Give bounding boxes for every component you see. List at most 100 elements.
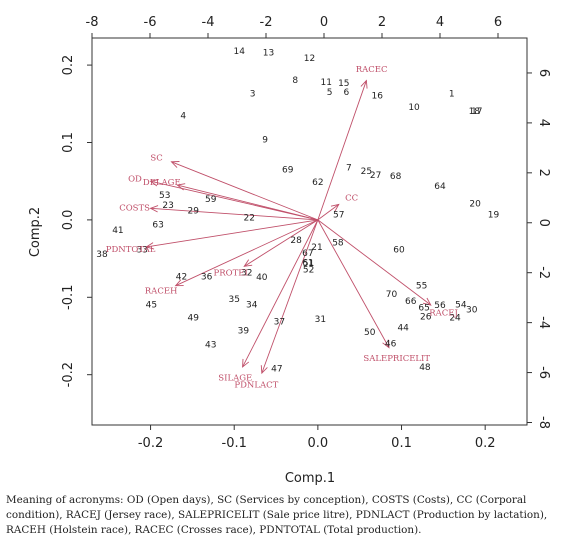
arrow-head bbox=[149, 179, 159, 187]
observation-label: 39 bbox=[238, 327, 250, 337]
observation-label: 17 bbox=[471, 107, 482, 117]
y-tick-label: 0.2 bbox=[61, 55, 76, 76]
variable-label: SILAGE bbox=[218, 374, 252, 384]
loading-arrow bbox=[177, 184, 318, 221]
x-tick-label: 0.2 bbox=[475, 436, 496, 451]
observation-label: 70 bbox=[386, 290, 398, 300]
top-tick-label: -6 bbox=[144, 15, 157, 30]
observation-label: 41 bbox=[112, 226, 123, 236]
y-tick-label: -0.1 bbox=[61, 285, 76, 310]
observation-label: 55 bbox=[416, 282, 427, 292]
x-tick-label: -0.1 bbox=[222, 436, 247, 451]
observation-label: 15 bbox=[338, 79, 349, 89]
observation-label: 26 bbox=[420, 313, 432, 323]
observation-label: 54 bbox=[455, 300, 467, 310]
top-tick-label: 6 bbox=[494, 15, 502, 30]
observation-label: 22 bbox=[244, 214, 255, 224]
loading-arrows bbox=[145, 79, 432, 375]
observation-label: 16 bbox=[372, 91, 384, 101]
observation-label: 68 bbox=[390, 172, 402, 182]
observation-label: 3 bbox=[250, 90, 256, 100]
observation-label: 9 bbox=[262, 135, 268, 145]
loading-arrow bbox=[146, 219, 318, 248]
right-tick-label: -2 bbox=[536, 266, 551, 279]
observation-label: 7 bbox=[346, 163, 352, 173]
observation-label: 57 bbox=[333, 210, 344, 220]
observation-label: 64 bbox=[434, 182, 446, 192]
observation-label: 48 bbox=[419, 363, 431, 373]
figure-caption: Meaning of acronyms: OD (Open days), SC … bbox=[6, 494, 548, 536]
arrow-head bbox=[145, 242, 155, 250]
top-tick-label: 4 bbox=[436, 15, 444, 30]
variable-label: COSTS bbox=[119, 203, 150, 213]
observation-label: 1 bbox=[449, 90, 455, 100]
loading-arrow bbox=[317, 219, 432, 306]
right-tick-label: -4 bbox=[536, 316, 551, 329]
observation-label: 38 bbox=[96, 250, 108, 260]
observation-label: 35 bbox=[228, 295, 239, 305]
loading-arrow bbox=[175, 219, 319, 287]
observation-label: 24 bbox=[449, 313, 461, 323]
variable-label: SALEPRICELIT bbox=[363, 354, 430, 364]
observation-label: 50 bbox=[364, 328, 376, 338]
top-tick-label: 2 bbox=[378, 15, 386, 30]
observation-label: 49 bbox=[187, 313, 199, 323]
observation-label: 6 bbox=[343, 88, 349, 98]
observation-label: 47 bbox=[271, 364, 282, 374]
arrow-head bbox=[382, 339, 390, 349]
observation-label: 52 bbox=[303, 265, 314, 275]
arrow-head bbox=[242, 358, 250, 368]
variable-label: PDNLACT bbox=[234, 380, 278, 390]
right-tick-label: 4 bbox=[536, 119, 551, 127]
arrow-head bbox=[422, 297, 432, 306]
x-axis-title: Comp.1 bbox=[285, 471, 335, 486]
observation-label: 31 bbox=[315, 315, 326, 325]
arrow-head bbox=[170, 161, 180, 168]
observation-label: 10 bbox=[408, 103, 420, 113]
arrow-head bbox=[174, 279, 184, 287]
observation-label: 65 bbox=[418, 303, 429, 313]
observation-label: 34 bbox=[246, 300, 258, 310]
right-tick-label: 2 bbox=[536, 169, 551, 177]
top-axis: -8 -6 -4 -2 0 2 4 6 bbox=[86, 15, 502, 38]
observation-label: 21 bbox=[311, 243, 322, 253]
top-tick-label: -4 bbox=[202, 15, 215, 30]
variable-label: SC bbox=[150, 153, 162, 163]
observation-label: 37 bbox=[274, 317, 285, 327]
observation-label: 51 bbox=[303, 259, 314, 269]
right-tick-label: 6 bbox=[536, 69, 551, 77]
observation-label: 32 bbox=[241, 269, 252, 279]
observation-label: 33 bbox=[136, 245, 147, 255]
observation-label: 62 bbox=[312, 178, 323, 188]
observation-label: 42 bbox=[176, 272, 187, 282]
observation-label: 30 bbox=[466, 306, 478, 316]
observation-label: 59 bbox=[205, 195, 217, 205]
y-tick-label: 0.0 bbox=[61, 210, 76, 231]
observation-label: 13 bbox=[263, 49, 274, 59]
y-tick-label: -0.2 bbox=[61, 362, 76, 387]
right-tick-label: -8 bbox=[536, 416, 551, 429]
loading-arrow bbox=[317, 80, 367, 221]
observation-label: 43 bbox=[205, 341, 216, 351]
loading-arrow bbox=[261, 219, 319, 374]
observation-label: 25 bbox=[361, 167, 372, 177]
x-tick-label: 0.0 bbox=[308, 436, 329, 451]
x-tick-label: 0.1 bbox=[391, 436, 412, 451]
observation-label: 19 bbox=[488, 210, 500, 220]
loading-arrow bbox=[242, 219, 319, 368]
variable-label: PDNTOTAL bbox=[106, 245, 156, 255]
observation-label: 44 bbox=[397, 323, 409, 333]
arrow-head bbox=[243, 259, 253, 267]
observation-label: 27 bbox=[370, 171, 381, 181]
top-tick-label: -2 bbox=[260, 15, 273, 30]
variable-label: RACEH bbox=[145, 287, 178, 297]
observation-label: 18 bbox=[469, 107, 481, 117]
variable-label: DELAGE bbox=[143, 178, 181, 188]
observation-label: 67 bbox=[302, 249, 313, 259]
observation-label: 14 bbox=[234, 47, 246, 57]
observation-label: 4 bbox=[180, 111, 186, 121]
right-tick-label: -6 bbox=[536, 366, 551, 379]
loading-arrow bbox=[171, 161, 319, 221]
observation-label: 12 bbox=[304, 54, 315, 64]
top-tick-label: -8 bbox=[86, 15, 99, 30]
